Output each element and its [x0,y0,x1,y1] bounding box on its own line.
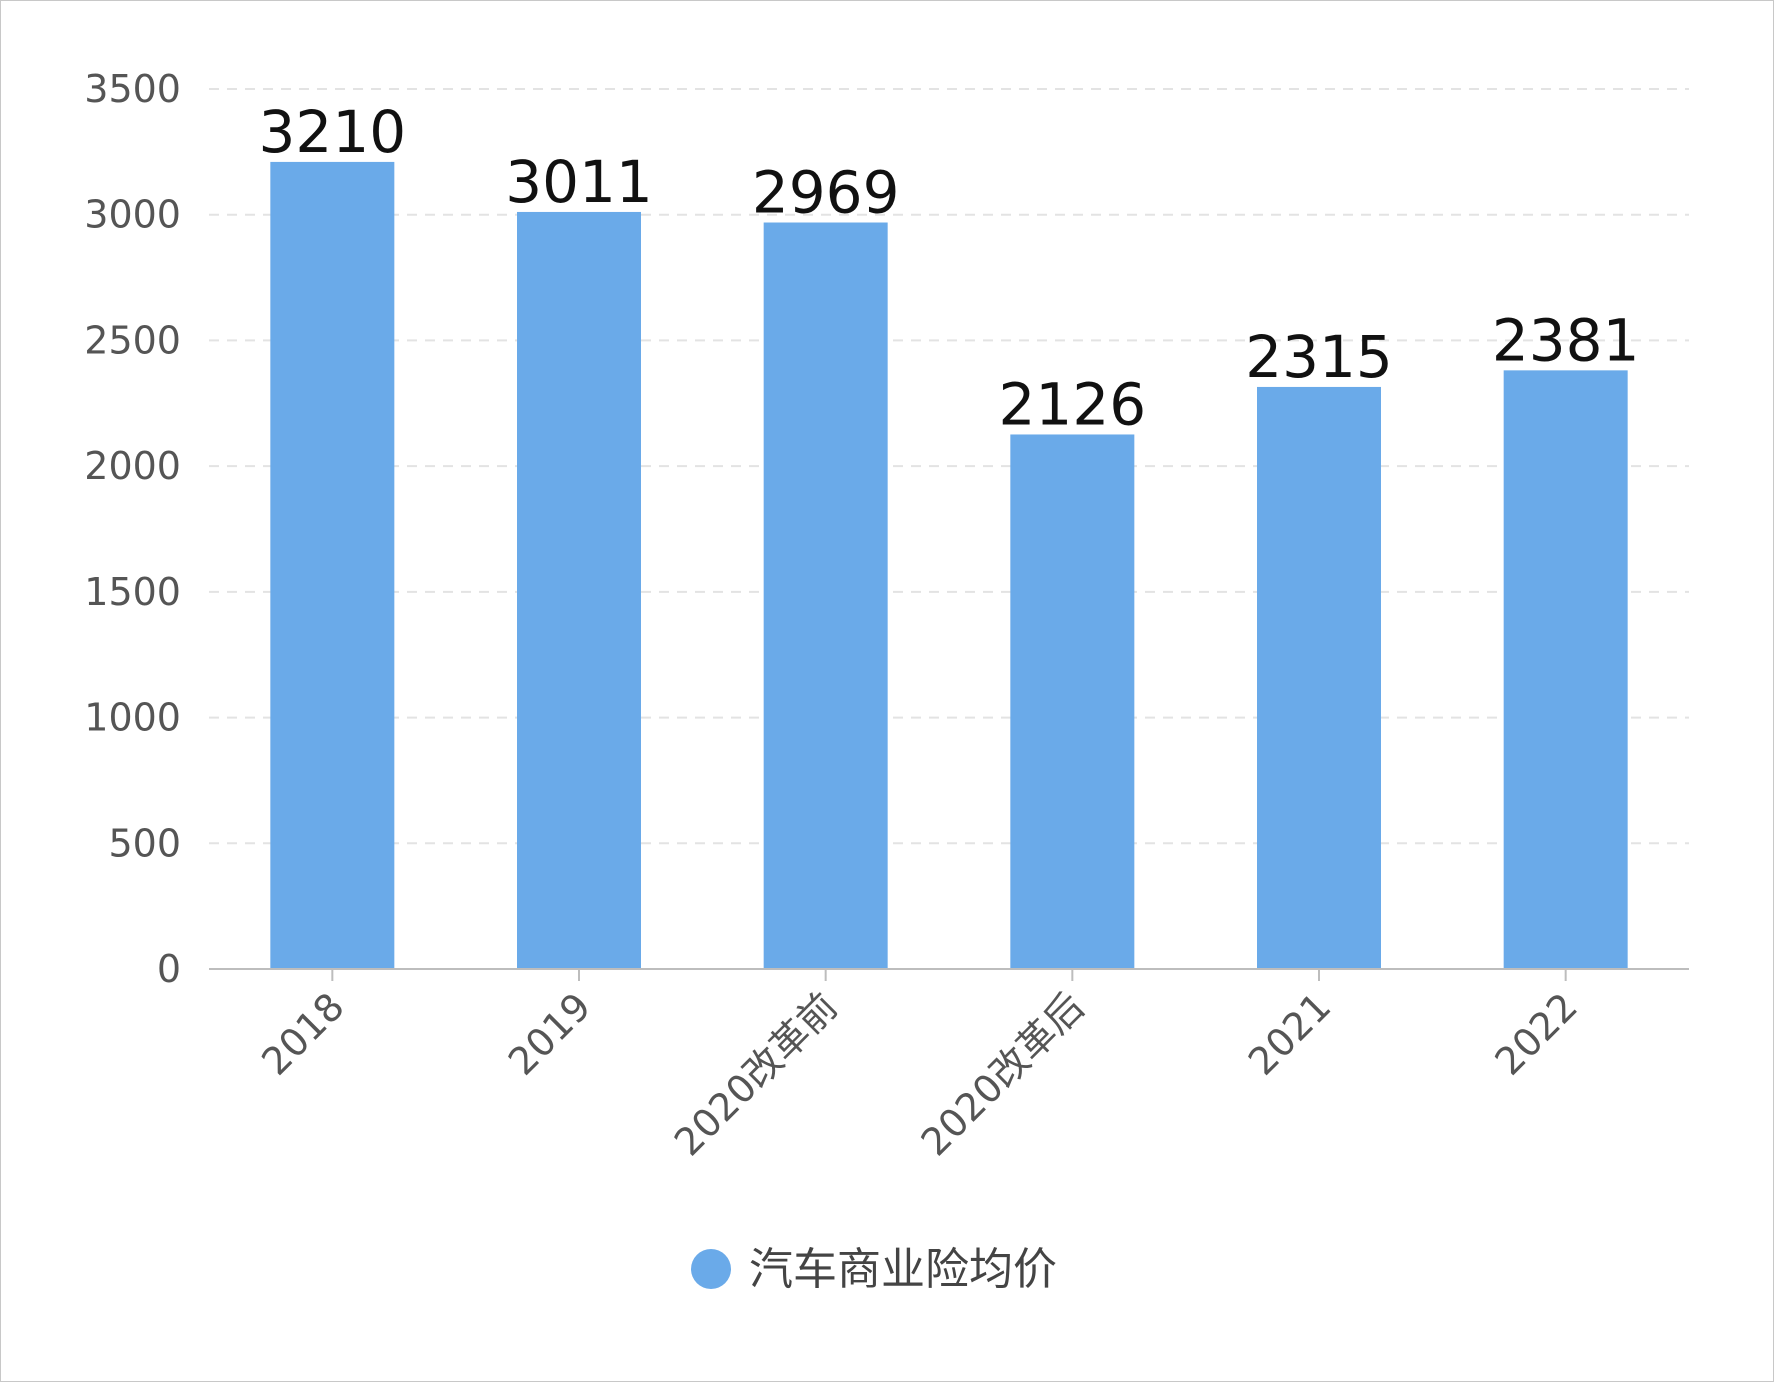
y-tick-label: 500 [108,821,181,865]
legend[interactable]: 汽车商业险均价 [691,1244,1057,1295]
bar-2020改革后[interactable] [1010,434,1135,969]
x-tick-label: 2020改革后 [913,984,1093,1164]
y-tick-label: 2000 [84,444,181,488]
bar-2021[interactable] [1257,386,1381,969]
bar-2022[interactable] [1503,370,1628,969]
y-tick-label: 3500 [84,67,181,111]
data-label: 2315 [1245,323,1393,391]
y-tick-label: 1500 [84,570,181,614]
data-labels: 3210 3011 2969 2126 2315 2381 [259,98,1640,439]
data-label: 2969 [752,159,900,227]
y-tick-label: 3000 [84,193,181,237]
bar-2020改革前[interactable] [763,222,888,970]
bar-2018[interactable] [270,161,395,969]
x-tick-label: 2018 [253,984,353,1084]
legend-marker [691,1249,731,1289]
y-tick-label: 1000 [84,696,181,740]
x-tick-label: 2022 [1487,984,1587,1084]
x-tick-label: 2020改革前 [666,984,846,1164]
y-tick-label: 2500 [84,318,181,362]
grid-lines [209,88,1689,845]
data-label: 3011 [505,148,653,216]
data-label: 3210 [259,98,407,166]
y-tick-label: 0 [157,947,181,991]
bar-2019[interactable] [517,211,641,969]
legend-label: 汽车商业险均价 [749,1244,1057,1295]
data-label: 2126 [999,370,1147,438]
x-tick-label: 2021 [1240,984,1340,1084]
data-label: 2381 [1492,306,1640,374]
bars [270,161,1628,970]
x-tick-label: 2019 [500,984,600,1084]
